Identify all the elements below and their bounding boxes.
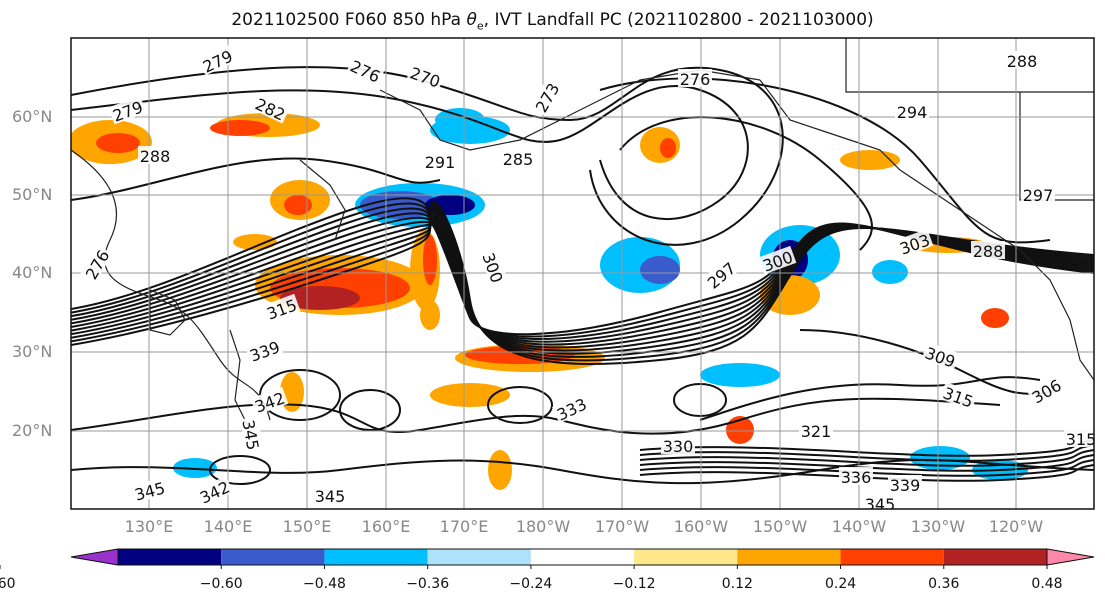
colorbar-segment: [427, 549, 531, 565]
lat-label: 50°N: [12, 185, 53, 204]
lon-label: 140°W: [831, 517, 887, 536]
contour-label: 336: [841, 468, 872, 487]
colorbar-tick-label: 0.36: [928, 576, 960, 592]
contour-label: 345: [865, 495, 896, 514]
coastline-layer: [71, 38, 1094, 431]
colorbar-segment: [943, 549, 1047, 565]
lat-label: 60°N: [12, 107, 53, 126]
contour-label: 315: [1066, 430, 1097, 449]
colorbar-tick-label: 0.24: [824, 576, 857, 592]
colorbar-tick-label: −0.24: [509, 576, 553, 592]
lat-label: 20°N: [12, 421, 53, 440]
contour-label: 285: [503, 150, 534, 169]
colorbar-segment: [737, 549, 841, 565]
map-frame: [70, 37, 1095, 510]
chart-title: 2021102500 F060 850 hPa θe, IVT Landfall…: [231, 10, 874, 33]
colorbar-tick-label: −0.60: [199, 576, 243, 592]
colorbar-segment: [840, 549, 944, 565]
contour-label: 345: [315, 487, 346, 506]
colorbar-tick-label: 0.48: [1031, 576, 1063, 592]
colorbar: [0, 548, 1095, 569]
lon-label: 150°W: [752, 517, 808, 536]
contour-label: 330: [663, 437, 694, 456]
contour-label: 276: [680, 70, 711, 89]
contour-label: 294: [897, 103, 928, 122]
colorbar-tick-label: −0.12: [612, 576, 656, 592]
colorbar-extend-high: [1046, 548, 1095, 566]
lon-label: 130°E: [124, 517, 174, 536]
contour-label: 288: [973, 242, 1004, 261]
colorbar-tick-label: 0.60: [0, 576, 16, 592]
contour-label: 321: [801, 422, 832, 441]
lon-label: 160°E: [361, 517, 411, 536]
colorbar-segment: [324, 549, 428, 565]
contour-label: 288: [140, 147, 171, 166]
colorbar-tick-label: −0.36: [406, 576, 450, 592]
colorbar-segment: [118, 549, 222, 565]
lon-label: 130°W: [910, 517, 966, 536]
contour-label: 297: [1023, 186, 1054, 205]
lon-label: 150°E: [282, 517, 332, 536]
contour-label: 288: [1007, 52, 1038, 71]
lon-label: 120°W: [988, 517, 1044, 536]
lat-label: 40°N: [12, 263, 53, 282]
lat-label: 30°N: [12, 342, 53, 361]
lon-label: 180°W: [515, 517, 571, 536]
lon-label: 160°W: [673, 517, 729, 536]
lon-label: 170°W: [594, 517, 650, 536]
colorbar-segment: [221, 549, 325, 565]
contour-label: 291: [425, 153, 456, 172]
colorbar-extend-low: [70, 548, 119, 566]
lon-label: 170°E: [439, 517, 489, 536]
colorbar-tick-label: −0.48: [302, 576, 346, 592]
colorbar-tick-label: 0.12: [721, 576, 753, 592]
colorbar-segment: [634, 549, 738, 565]
colorbar-segment: [530, 549, 635, 565]
theta-e-contour-layer: [71, 66, 1094, 485]
lon-label: 140°E: [203, 517, 253, 536]
contour-label: 339: [890, 476, 921, 495]
